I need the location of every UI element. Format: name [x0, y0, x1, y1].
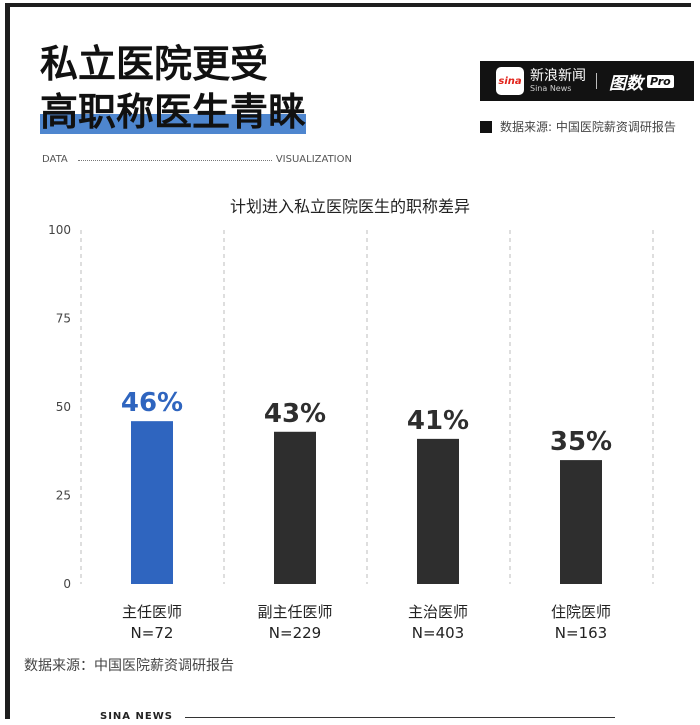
- square-marker-icon: [480, 120, 492, 133]
- y-tick-label-0: 0: [63, 577, 71, 591]
- source-top: 数据来源: 中国医院薪资调研报告: [480, 118, 676, 135]
- footnote: 数据来源：中国医院薪资调研报告: [24, 658, 234, 674]
- bar-2: [417, 438, 459, 584]
- banner-dots: [78, 160, 272, 161]
- bar-3: [560, 460, 602, 584]
- sample-size-label-2: N=403: [412, 624, 464, 642]
- bar-value-label-0: 46%: [121, 388, 183, 418]
- banner-right: VISUALIZATION: [275, 154, 352, 165]
- category-label-0: 主任医师: [122, 603, 182, 621]
- banner-left: DATA: [42, 154, 68, 165]
- footer-label: SINA NEWS: [100, 711, 173, 722]
- sina-logo-icon: sina: [496, 67, 524, 95]
- brand-divider: [596, 73, 597, 89]
- bar-value-label-3: 35%: [550, 427, 612, 457]
- brand-product-tag: Pro: [647, 74, 674, 88]
- bar-value-label-2: 41%: [407, 406, 469, 436]
- y-tick-label-1: 25: [56, 489, 71, 503]
- footer-line: [185, 717, 615, 718]
- bar-value-label-1: 43%: [264, 399, 326, 429]
- brand-name-cn: 新浪新闻: [530, 68, 586, 84]
- sina-logo-text: sina: [498, 75, 522, 87]
- chart-title: 计划进入私立医院医生的职称差异: [229, 197, 470, 216]
- page-title: 私立医院更受 高职称医生青睐: [40, 40, 307, 136]
- y-tick-label-2: 50: [56, 400, 71, 414]
- title-line-2-text: 高职称医生青睐: [40, 90, 307, 134]
- category-label-3: 住院医师: [551, 603, 611, 621]
- title-line-1-text: 私立医院更受: [40, 42, 269, 86]
- category-label-1: 副主任医师: [257, 603, 332, 621]
- brand-box: sina 新浪新闻 Sina News 图数 Pro: [480, 61, 694, 101]
- category-label-2: 主治医师: [408, 603, 468, 621]
- brand-text: 新浪新闻 Sina News: [530, 68, 586, 94]
- brand-product: 图数: [609, 73, 643, 94]
- sample-size-label-3: N=163: [555, 624, 607, 642]
- bar-1: [274, 431, 316, 584]
- sample-size-label-0: N=72: [131, 624, 174, 642]
- bar-0: [131, 421, 173, 584]
- source-top-text: 数据来源: 中国医院薪资调研报告: [500, 120, 676, 134]
- brand-name-en: Sina News: [530, 84, 572, 93]
- sample-size-label-1: N=229: [269, 624, 321, 642]
- data-visualization-banner: DATA VISUALIZATION: [42, 154, 352, 168]
- y-tick-label-4: 100: [48, 223, 71, 237]
- y-tick-label-3: 75: [56, 312, 71, 326]
- title-line-1: 私立医院更受: [40, 40, 306, 88]
- title-line-2: 高职称医生青睐: [40, 88, 307, 136]
